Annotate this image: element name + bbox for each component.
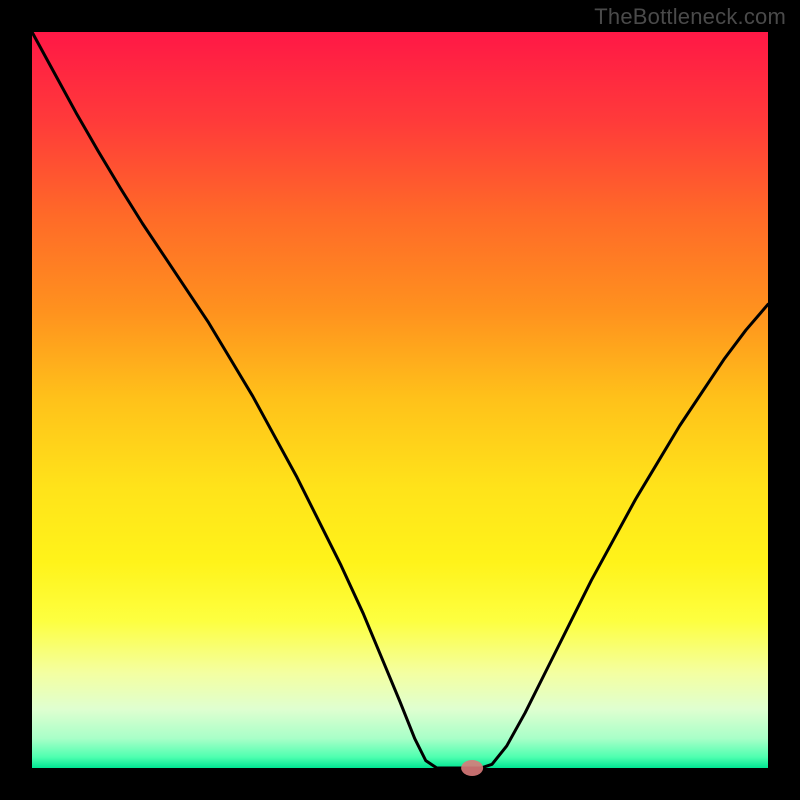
optimal-marker	[461, 760, 483, 776]
plot-background	[32, 32, 768, 768]
bottleneck-chart	[0, 0, 800, 800]
chart-container: TheBottleneck.com	[0, 0, 800, 800]
